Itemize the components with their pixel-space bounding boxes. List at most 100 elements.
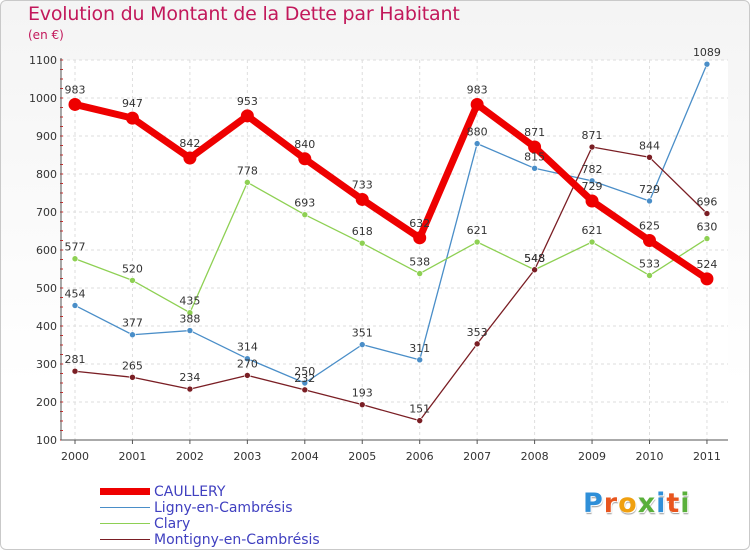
data-label-0: 947 bbox=[122, 97, 143, 110]
chart-unit: (en €) bbox=[28, 28, 64, 42]
series-point-2 bbox=[703, 235, 711, 242]
series-point-1 bbox=[71, 302, 79, 309]
series-point-3 bbox=[531, 266, 538, 274]
series-point-2 bbox=[301, 211, 309, 218]
series-point-2 bbox=[186, 309, 194, 317]
series-point-2 bbox=[71, 255, 79, 263]
series-point-3 bbox=[244, 372, 251, 379]
series-points bbox=[68, 60, 714, 424]
data-label-3: 696 bbox=[696, 196, 717, 209]
data-label-0: 632 bbox=[409, 217, 430, 230]
series-point-1 bbox=[186, 327, 194, 334]
data-label-2: 538 bbox=[409, 256, 430, 269]
logo-letter: x bbox=[637, 488, 657, 519]
data-label-2: 577 bbox=[65, 241, 86, 254]
legend-item-clary[interactable]: Clary bbox=[100, 516, 460, 532]
series-point-1 bbox=[703, 60, 711, 68]
series-point-2 bbox=[416, 270, 424, 277]
data-label-1: 311 bbox=[409, 342, 430, 355]
logo-letter: t bbox=[666, 488, 681, 519]
y-tick-label: 100 bbox=[36, 434, 57, 447]
data-label-3: 234 bbox=[179, 371, 200, 384]
data-label-0: 733 bbox=[352, 178, 373, 191]
y-tick-label: 700 bbox=[36, 206, 57, 219]
data-label-2: 548 bbox=[524, 252, 545, 265]
series-point-0 bbox=[125, 111, 139, 125]
series-point-3 bbox=[473, 340, 481, 348]
data-label-1: 782 bbox=[582, 163, 603, 176]
data-label-1: 250 bbox=[294, 365, 315, 378]
y-tick-label: 300 bbox=[36, 358, 57, 371]
y-tick-label: 200 bbox=[36, 396, 57, 409]
series-point-3 bbox=[71, 367, 79, 375]
chart-legend: CAULLERY Ligny-en-Cambrésis Clary Montig… bbox=[100, 484, 460, 548]
series-point-0 bbox=[298, 152, 312, 166]
data-label-0: 983 bbox=[65, 83, 86, 96]
x-tick-label: 2009 bbox=[578, 450, 606, 463]
y-tick-label: 1100 bbox=[29, 54, 57, 67]
data-label-1: 729 bbox=[639, 183, 660, 196]
x-tick-label: 2006 bbox=[406, 450, 434, 463]
series-point-2 bbox=[129, 277, 136, 284]
x-tick-label: 2000 bbox=[61, 450, 89, 463]
data-label-1: 377 bbox=[122, 317, 143, 330]
series-point-3 bbox=[646, 153, 653, 161]
proxiti-logo[interactable]: Proxiti bbox=[583, 488, 691, 519]
data-label-2: 533 bbox=[639, 257, 660, 270]
data-label-2: 621 bbox=[467, 224, 488, 237]
legend-item-montigny[interactable]: Montigny-en-Cambrésis bbox=[100, 532, 460, 548]
series-point-0 bbox=[355, 192, 369, 206]
chart-grid bbox=[61, 59, 728, 441]
series-point-2 bbox=[358, 239, 366, 247]
x-tick-label: 2010 bbox=[636, 450, 664, 463]
series-point-0 bbox=[470, 97, 484, 111]
x-tick-label: 2001 bbox=[118, 450, 146, 463]
data-label-0: 840 bbox=[294, 138, 315, 151]
legend-label-ligny: Ligny-en-Cambrésis bbox=[154, 500, 293, 516]
logo-letter: i bbox=[680, 488, 691, 519]
data-label-1: 351 bbox=[352, 327, 373, 340]
series-point-2 bbox=[588, 238, 596, 246]
data-label-3: 353 bbox=[467, 326, 488, 339]
data-label-2: 435 bbox=[179, 295, 200, 308]
legend-label-clary: Clary bbox=[154, 516, 191, 532]
data-label-1: 388 bbox=[179, 313, 200, 326]
y-tick-label: 800 bbox=[36, 168, 57, 181]
series-line-3 bbox=[74, 146, 708, 422]
x-tick-label: 2003 bbox=[233, 450, 261, 463]
logo-letter: P bbox=[583, 488, 604, 519]
data-label-3: 270 bbox=[237, 357, 258, 370]
series-lines bbox=[71, 63, 711, 422]
data-label-0: 625 bbox=[639, 220, 660, 233]
series-point-0 bbox=[240, 109, 254, 123]
series-point-0 bbox=[700, 272, 714, 286]
legend-label-caullery: CAULLERY bbox=[154, 484, 226, 500]
series-point-3 bbox=[703, 210, 711, 217]
x-tick-label: 2008 bbox=[521, 450, 549, 463]
y-tick-label: 500 bbox=[36, 282, 57, 295]
chart-axes: 100 200 300 400 500 600 700 800 900 1000 1100 2000 2… bbox=[29, 54, 728, 463]
data-label-2: 778 bbox=[237, 164, 258, 177]
data-label-2: 693 bbox=[294, 197, 315, 210]
plot-area bbox=[61, 60, 728, 440]
x-tick-label: 2004 bbox=[291, 450, 319, 463]
data-labels: 454 377 388 314 250 351 311 880 815 782 729 1089 577… bbox=[65, 46, 721, 415]
data-label-3: 548 bbox=[524, 252, 545, 265]
y-tick-label: 1000 bbox=[29, 92, 57, 105]
data-label-2: 621 bbox=[582, 224, 603, 237]
series-line-0 bbox=[71, 100, 711, 283]
legend-item-ligny[interactable]: Ligny-en-Cambrésis bbox=[100, 500, 460, 516]
data-label-0: 871 bbox=[524, 126, 545, 139]
data-label-0: 983 bbox=[467, 83, 488, 96]
logo-letter: i bbox=[656, 488, 667, 519]
series-point-2 bbox=[646, 272, 653, 279]
x-tick-label: 2005 bbox=[348, 450, 376, 463]
data-label-3: 151 bbox=[409, 403, 430, 416]
chart-title: Evolution du Montant de la Dette par Hab… bbox=[28, 3, 460, 25]
series-point-1 bbox=[416, 356, 424, 364]
legend-item-caullery[interactable]: CAULLERY bbox=[100, 484, 460, 500]
data-label-3: 281 bbox=[65, 353, 86, 366]
y-tick-label: 600 bbox=[36, 244, 57, 257]
series-point-3 bbox=[301, 386, 309, 394]
